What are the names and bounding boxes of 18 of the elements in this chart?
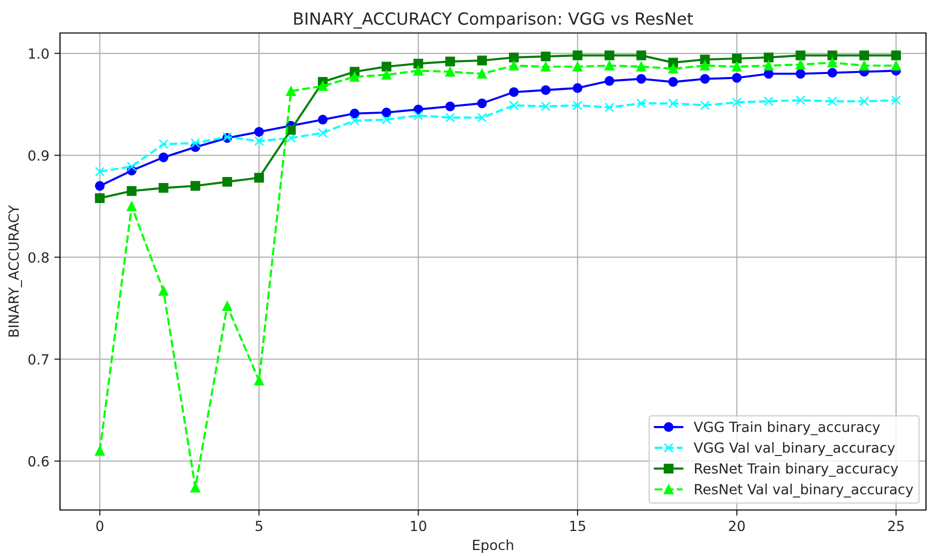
legend-label: ResNet Train binary_accuracy — [694, 462, 898, 477]
legend-label: VGG Val val_binary_accuracy — [694, 442, 895, 456]
y-tick-label: 1.0 — [29, 48, 49, 59]
chart-title: BINARY_ACCURACY Comparison: VGG vs ResNet — [294, 12, 693, 29]
legend-label: ResNet Val val_binary_accuracy — [694, 484, 914, 498]
x-tick-label: 20 — [728, 520, 745, 532]
y-tick-label: 0.7 — [28, 354, 48, 365]
y-axis-title: BINARY_ACCURACY — [8, 205, 22, 337]
x-tick-label: 5 — [256, 520, 262, 532]
x-axis-title: Epoch — [473, 539, 514, 553]
x-tick-label: 10 — [411, 520, 426, 532]
x-tick-label: 15 — [570, 520, 586, 532]
legend-label: VGG Train binary_accuracy — [694, 421, 880, 436]
x-tick-label: 25 — [888, 520, 904, 532]
y-tick-label: 0.9 — [28, 150, 49, 161]
x-tick-label: 0 — [96, 520, 104, 532]
y-tick-label: 0.8 — [28, 252, 49, 263]
y-tick-label: 0.6 — [28, 456, 49, 467]
